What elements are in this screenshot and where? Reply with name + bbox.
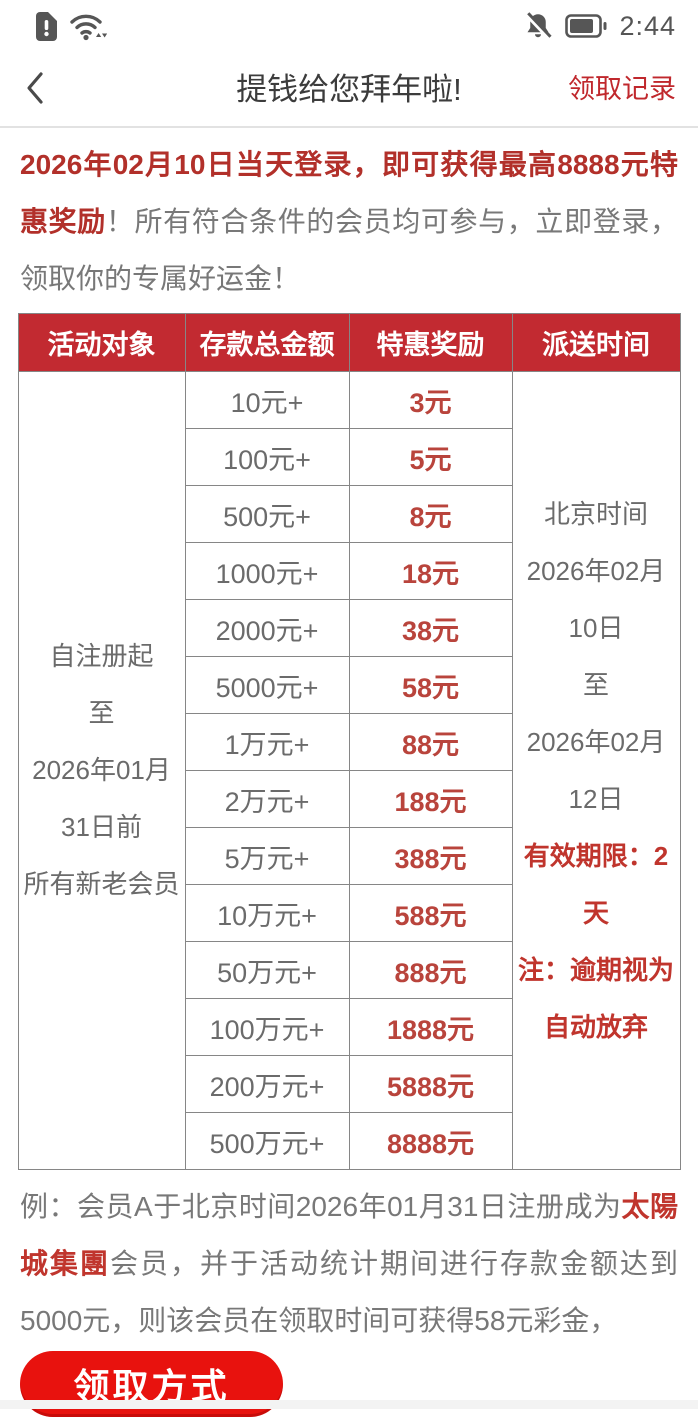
bell-muted-icon bbox=[523, 11, 553, 41]
cell-line: 至 bbox=[88, 698, 115, 728]
clock-time: 2:44 bbox=[619, 10, 676, 41]
bonus-cell: 188元 bbox=[348, 770, 513, 828]
table-row: 2000元+ 38元 bbox=[18, 599, 680, 657]
deposit-cell: 50万元+ bbox=[184, 941, 350, 999]
table-row: 2万元+ 188元 bbox=[18, 770, 680, 828]
bonus-cell: 5元 bbox=[348, 428, 513, 486]
table-row: 自注册起至 2026年01月 31日前所有新老会员 10元+ 3元北京时间 2026年02… bbox=[17, 371, 681, 1170]
deposit-cell: 200万元+ bbox=[184, 1055, 350, 1113]
bonus-cell: 888元 bbox=[348, 941, 513, 999]
deposit-cell: 10万元+ bbox=[184, 884, 350, 942]
brand-name-text: 太陽城集團 bbox=[20, 1191, 678, 1279]
example-prefix-text: 例：会员A于北京时间2026年01月31日注册成为 bbox=[20, 1191, 622, 1222]
bonus-cell: 3元 bbox=[348, 371, 513, 429]
deposit-cell: 5000元+ bbox=[184, 656, 350, 714]
audience-cell: 自注册起至 2026年01月 31日前所有新老会员 bbox=[17, 371, 186, 1170]
deposit-cell: 100元+ bbox=[184, 428, 350, 486]
bonus-cell: 88元 bbox=[348, 713, 513, 771]
table-row: 100元+ 5元 bbox=[18, 428, 680, 486]
table-row: 5万元+ 388元 bbox=[18, 827, 680, 885]
table-row: 50万元+ 888元 bbox=[18, 941, 680, 999]
wifi-icon bbox=[69, 10, 107, 42]
deposit-cell: 1000元+ bbox=[184, 542, 350, 600]
cell-line: 自动放弃 bbox=[543, 1011, 648, 1042]
cell-line: 2026年02月 bbox=[526, 555, 666, 586]
bonus-cell: 8元 bbox=[348, 485, 513, 543]
deposit-cell: 5万元+ bbox=[184, 827, 350, 885]
cell-line: 所有新老会员 bbox=[23, 869, 180, 899]
deposit-cell: 500万元+ bbox=[184, 1112, 350, 1170]
header-bonus: 特惠奖励 bbox=[348, 313, 513, 372]
cell-line: 注：逾期视为 bbox=[517, 954, 674, 985]
cell-line: 2026年01月 bbox=[32, 755, 171, 785]
sim-alert-icon bbox=[36, 11, 57, 41]
deposit-bonus-table: 活动对象 存款总金额 特惠奖励 派送时间 自注册起至 2026年01月 31日前所有… bbox=[17, 313, 681, 1170]
header-delivery: 派送时间 bbox=[511, 313, 681, 372]
bonus-cell: 18元 bbox=[348, 542, 513, 600]
cell-line: 北京时间 bbox=[543, 498, 648, 529]
deposit-cell: 2000元+ bbox=[184, 599, 350, 657]
cell-line: 12日 bbox=[568, 783, 624, 814]
deposit-table-body: 自注册起至 2026年01月 31日前所有新老会员 10元+ 3元北京时间 2026年02… bbox=[17, 371, 681, 1170]
claim-records-link[interactable]: 领取记录 bbox=[568, 73, 676, 104]
cell-line: 2026年02月 bbox=[526, 726, 666, 757]
status-bar: 2:44 bbox=[0, 0, 698, 46]
battery-icon bbox=[565, 14, 607, 38]
table-row: 200万元+ 5888元 bbox=[18, 1055, 680, 1113]
example-paragraph: 例：会员A于北京时间2026年01月31日注册成为太陽城集團会员，并于活动统计期… bbox=[0, 1178, 698, 1349]
table-row: 1000元+ 18元 bbox=[18, 542, 680, 600]
cell-line: 10日 bbox=[568, 612, 624, 643]
intro-highlight-text: 2026年02月10日当天登录，即可获得最高8888元特惠奖励 bbox=[20, 149, 678, 237]
next-section-edge bbox=[0, 1400, 698, 1409]
back-button[interactable] bbox=[24, 70, 46, 111]
bonus-cell: 588元 bbox=[348, 884, 513, 942]
example-suffix-text: 会员，并于活动统计期间进行存款金额达到5000元，则该会员在领取时间可获得58元… bbox=[20, 1248, 678, 1336]
back-chevron-icon bbox=[24, 70, 46, 106]
bonus-cell: 38元 bbox=[348, 599, 513, 657]
table-header-row: 活动对象 存款总金额 特惠奖励 派送时间 bbox=[17, 313, 681, 372]
deposit-cell: 1万元+ bbox=[184, 713, 350, 771]
cell-line: 天 bbox=[582, 897, 609, 928]
bonus-cell: 388元 bbox=[348, 827, 513, 885]
table-row: 10万元+ 588元 bbox=[18, 884, 680, 942]
header-audience: 活动对象 bbox=[17, 313, 186, 372]
table-row: 500万元+ 8888元 bbox=[18, 1112, 680, 1170]
table-row: 100万元+ 1888元 bbox=[18, 998, 680, 1056]
page-title: 提钱给您拜年啦! bbox=[236, 71, 462, 107]
header-deposit: 存款总金额 bbox=[184, 313, 350, 372]
deposit-cell: 2万元+ bbox=[184, 770, 350, 828]
cell-line: 有效期限：2 bbox=[523, 840, 669, 871]
intro-rest-text: ！所有符合条件的会员均可参与，立即登录，领取你的专属好运金！ bbox=[20, 206, 678, 294]
delivery-cell: 北京时间 2026年02月 10日至 2026年02月 12日有效期限：2 天注：逾期视为… bbox=[511, 371, 681, 1170]
bonus-cell: 8888元 bbox=[348, 1112, 513, 1170]
cell-line: 至 bbox=[582, 669, 609, 700]
nav-bar: 提钱给您拜年啦! 领取记录 bbox=[0, 46, 698, 128]
bonus-cell: 1888元 bbox=[348, 998, 513, 1056]
deposit-cell: 100万元+ bbox=[184, 998, 350, 1056]
table-row: 5000元+ 58元 bbox=[18, 656, 680, 714]
cell-line: 自注册起 bbox=[49, 641, 154, 671]
cell-line: 31日前 bbox=[61, 812, 142, 842]
bonus-cell: 5888元 bbox=[348, 1055, 513, 1113]
bonus-cell: 58元 bbox=[348, 656, 513, 714]
deposit-cell: 500元+ bbox=[184, 485, 350, 543]
deposit-cell: 10元+ bbox=[184, 371, 350, 429]
intro-paragraph: 2026年02月10日当天登录，即可获得最高8888元特惠奖励！所有符合条件的会… bbox=[0, 136, 698, 307]
